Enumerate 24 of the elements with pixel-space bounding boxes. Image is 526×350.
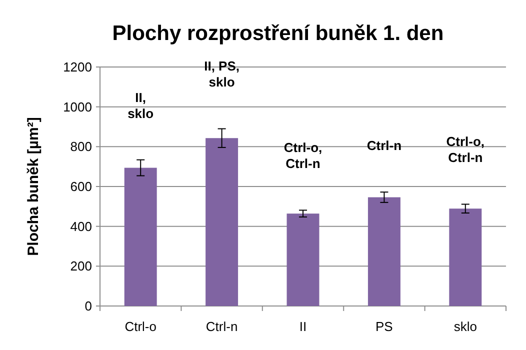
annotation: II, sklo (128, 90, 154, 121)
annotation: Ctrl-o, Ctrl-n (284, 140, 322, 172)
x-tick-label: Ctrl-o (124, 319, 156, 334)
bar (286, 214, 320, 306)
x-tick-label: sklo (454, 319, 477, 334)
annotation: Ctrl-o, Ctrl-n (446, 134, 485, 166)
y-axis-title: Plocha buněk [µm²] (25, 117, 42, 256)
y-tick-label: 0 (84, 298, 92, 314)
y-tick-label: 200 (70, 258, 92, 274)
y-tick-label: 800 (70, 139, 92, 154)
x-tick-label: II (299, 319, 307, 334)
chart-title: Plochy rozprostření buněk 1. den (112, 22, 444, 45)
bar (124, 168, 157, 306)
x-tick-label: Ctrl-n (206, 319, 238, 334)
annotation: Ctrl-n (366, 138, 402, 154)
y-tick-label: 600 (70, 179, 92, 194)
y-tick-label: 400 (70, 218, 92, 234)
annotation: II, PS, sklo (204, 58, 240, 90)
x-tick-label: PS (376, 319, 394, 334)
y-tick-label: 1200 (63, 60, 92, 75)
bar (449, 208, 482, 306)
bar (206, 138, 238, 306)
y-tick-label: 1000 (63, 99, 92, 114)
bar (368, 197, 400, 306)
